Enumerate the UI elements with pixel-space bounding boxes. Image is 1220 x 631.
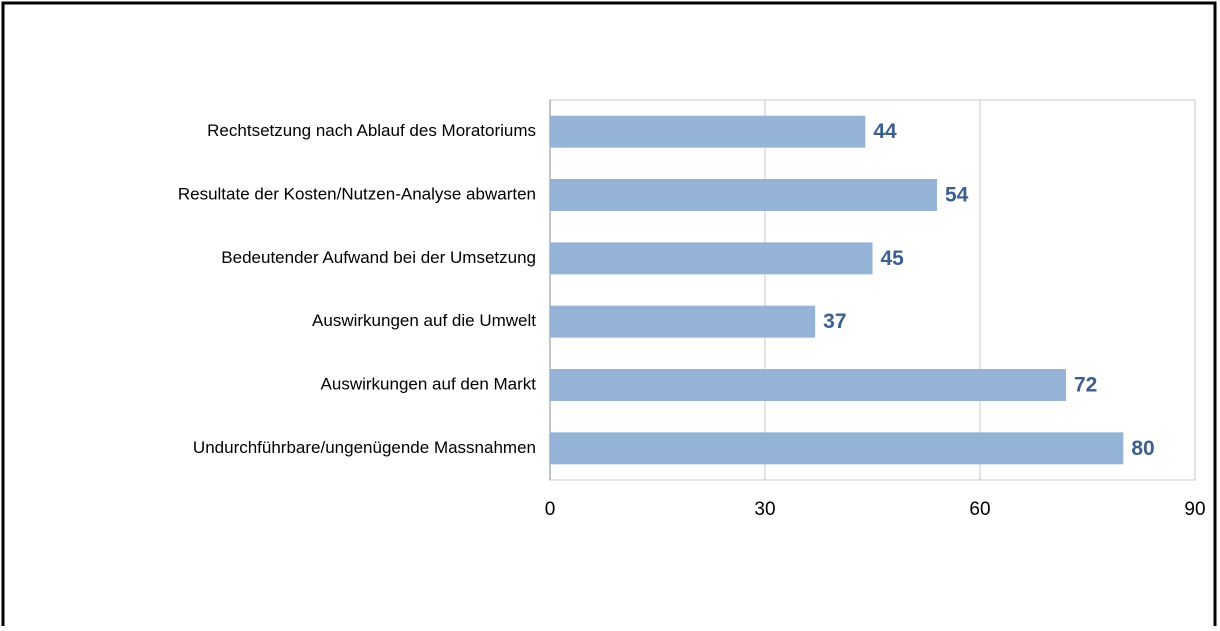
data-label: 54	[945, 184, 969, 207]
data-label: 44	[873, 120, 897, 143]
bar	[550, 369, 1066, 401]
data-label: 72	[1074, 374, 1097, 397]
x-tick-label: 90	[1184, 499, 1205, 520]
bar	[550, 179, 937, 211]
bar	[550, 305, 816, 338]
y-tick-label: Auswirkungen auf den Markt	[321, 374, 537, 393]
x-tick-label: 0	[545, 499, 556, 520]
data-label: 37	[823, 310, 846, 333]
bar	[550, 115, 866, 148]
plot-area	[549, 99, 1196, 481]
y-tick-label: Bedeutender Aufwand bei der Umsetzung	[221, 248, 536, 267]
x-tick-label: 60	[969, 499, 990, 520]
data-label: 80	[1131, 437, 1154, 460]
y-tick-label: Undurchführbare/ungenügende Massnahmen	[193, 438, 536, 457]
y-tick-label: Resultate der Kosten/Nutzen-Analyse abwa…	[178, 184, 536, 203]
y-tick-label: Auswirkungen auf die Umwelt	[312, 311, 536, 330]
y-tick-label: Rechtsetzung nach Ablauf des Moratoriums	[207, 121, 536, 140]
x-tick-label: 30	[754, 499, 775, 520]
bar	[550, 432, 1124, 465]
data-label: 45	[881, 247, 905, 270]
bar	[550, 242, 873, 275]
